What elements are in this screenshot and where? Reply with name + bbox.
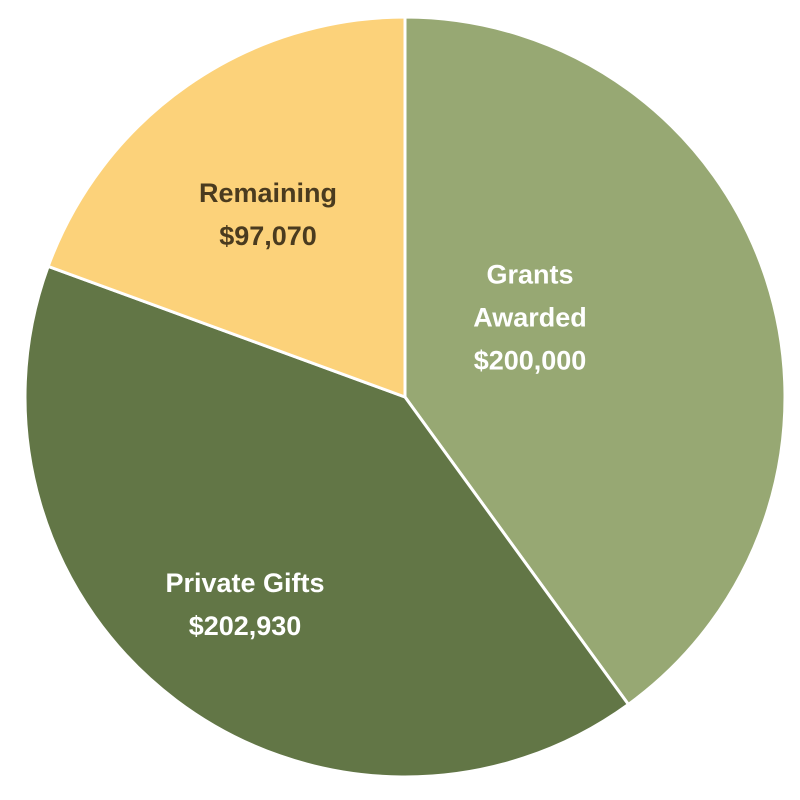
- slice-label: Remaining $97,070: [168, 172, 368, 258]
- value-label: $200,000: [473, 345, 587, 376]
- pie-slice: [46, 15, 407, 399]
- category-label: Remaining: [198, 178, 338, 208]
- pie-slice: [23, 264, 630, 779]
- slice-label: Grants Awarded $200,000: [445, 254, 615, 383]
- slice-label: Private Gifts $202,930: [125, 562, 365, 648]
- category-label: Private Gifts: [165, 568, 325, 598]
- value-label: $97,070: [219, 221, 317, 251]
- category-label: Grants Awarded: [473, 259, 587, 333]
- pie-slice: [403, 15, 787, 706]
- value-label: $202,930: [188, 611, 302, 641]
